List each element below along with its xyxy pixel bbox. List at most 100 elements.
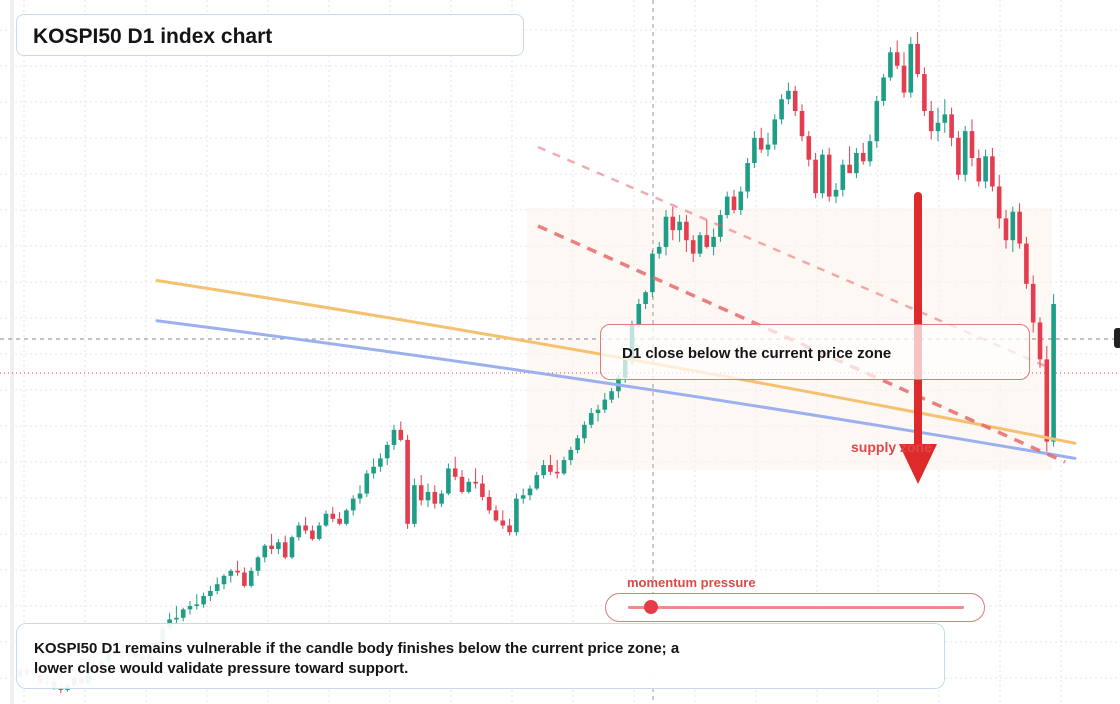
candle-body [860, 152, 866, 162]
candle-body [276, 542, 281, 549]
candle-body [758, 137, 764, 150]
candle-body [745, 163, 750, 192]
candle-body [690, 240, 696, 254]
moving-average-blue [155, 319, 1077, 460]
candle-body [990, 156, 995, 187]
candle-body [418, 485, 424, 501]
candle-body [371, 466, 376, 474]
candle-body [350, 498, 356, 511]
candle-body [609, 391, 614, 400]
candle-body [289, 537, 295, 558]
candle-body [1010, 211, 1016, 241]
candle-body [697, 235, 703, 254]
candle-body [357, 493, 363, 499]
candle-body [58, 688, 64, 690]
candle-body [282, 542, 288, 558]
candle-body [840, 164, 846, 190]
candle-body [452, 468, 458, 477]
candle-body [1037, 322, 1043, 360]
candle-body [976, 157, 982, 182]
callout-note: D1 close below the current price zone [600, 324, 1030, 380]
momentum-label: momentum pressure [627, 575, 756, 590]
candle-body [731, 196, 737, 211]
candle-body [527, 488, 533, 496]
candle-body [384, 444, 390, 459]
candle-body [765, 144, 771, 150]
candle-body [1017, 211, 1022, 244]
candle-body [643, 292, 648, 304]
candle-body [928, 111, 934, 132]
price-scale-marker[interactable] [1114, 328, 1120, 348]
candle-body [1030, 283, 1036, 323]
candle-body [983, 156, 988, 182]
candle-body [956, 137, 961, 175]
candle-body [847, 164, 852, 174]
callout-text: D1 close below the current price zone [622, 345, 892, 362]
momentum-gauge [605, 593, 985, 622]
candle-body [826, 154, 832, 197]
candle-body [820, 154, 825, 194]
candle-body [316, 525, 322, 539]
candle-body [806, 136, 812, 160]
candle-body [473, 481, 478, 484]
candle-body [534, 475, 540, 489]
candle-body [432, 491, 438, 504]
candle-body [242, 572, 247, 586]
candle-body [459, 476, 465, 492]
candle-body [595, 409, 601, 414]
candle-body [398, 429, 404, 440]
candle-body [792, 90, 798, 112]
candle-body [235, 570, 240, 573]
candle-body [425, 491, 431, 501]
candle-body [391, 429, 397, 445]
candle-body [874, 100, 880, 142]
momentum-knob [644, 600, 658, 614]
candle-body [711, 236, 716, 247]
candle-body [908, 43, 914, 93]
candle-body [568, 449, 574, 461]
candle-body [1051, 303, 1056, 442]
candle-body [949, 114, 954, 138]
left-edge [10, 0, 14, 704]
title-panel: KOSPI50 D1 index chart [16, 14, 524, 56]
summary-text: KOSPI50 D1 remains vulnerable if the can… [34, 640, 680, 677]
down-arrow-head [899, 444, 937, 484]
candle-body [541, 465, 546, 476]
candle-body [779, 99, 784, 120]
candle-body [228, 570, 234, 576]
candle-body [575, 438, 580, 450]
candle-body [507, 525, 512, 533]
candle-body [269, 545, 274, 549]
candle-body [255, 557, 261, 571]
candle-body [194, 604, 200, 607]
candle-body [996, 186, 1002, 219]
candle-body [684, 221, 689, 241]
candle-body [670, 216, 676, 231]
candle-body [405, 439, 410, 524]
candle-body [500, 520, 506, 526]
candle-body [214, 584, 220, 591]
candle-body [323, 513, 329, 526]
candle-body [262, 545, 268, 558]
candle-body [738, 191, 744, 211]
candle-body [554, 471, 560, 474]
supply-zone-label: supply zone [851, 439, 932, 455]
candle-body [799, 111, 805, 137]
momentum-track [628, 606, 964, 609]
candle-body [486, 496, 492, 511]
candle-body [344, 510, 349, 524]
candle-body [854, 152, 859, 174]
candle-body [881, 77, 886, 101]
candle-body [310, 530, 315, 539]
candle-body [520, 495, 526, 499]
candle-body [969, 131, 975, 158]
summary-panel: KOSPI50 D1 remains vulnerable if the can… [16, 623, 945, 689]
candle-body [677, 221, 682, 231]
candle-body [901, 65, 907, 93]
candle-body [330, 513, 336, 519]
candle-body [296, 525, 302, 538]
candle-body [187, 606, 193, 610]
candle-body [636, 303, 642, 325]
candle-body [888, 52, 893, 78]
candle-body [201, 595, 206, 605]
